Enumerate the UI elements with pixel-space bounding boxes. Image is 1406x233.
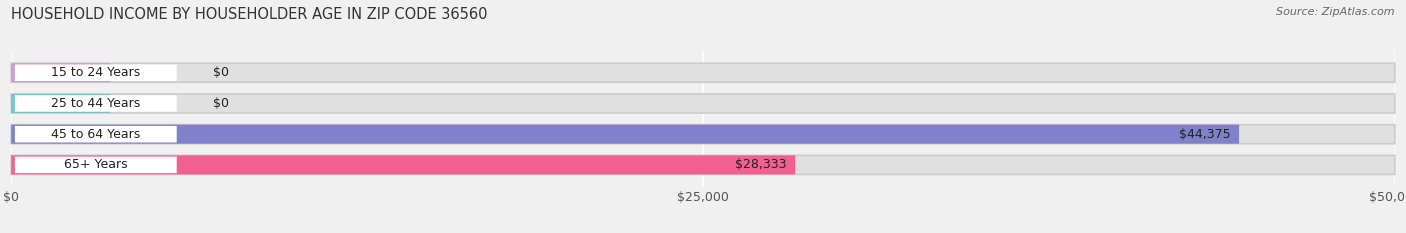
FancyBboxPatch shape [11, 155, 1395, 175]
Text: $28,333: $28,333 [735, 158, 787, 171]
Text: 25 to 44 Years: 25 to 44 Years [51, 97, 141, 110]
FancyBboxPatch shape [11, 63, 1395, 82]
FancyBboxPatch shape [15, 157, 177, 173]
FancyBboxPatch shape [15, 126, 177, 142]
Text: $0: $0 [214, 97, 229, 110]
FancyBboxPatch shape [11, 125, 1395, 144]
FancyBboxPatch shape [11, 63, 110, 82]
Text: $0: $0 [214, 66, 229, 79]
FancyBboxPatch shape [11, 94, 1395, 113]
Text: 45 to 64 Years: 45 to 64 Years [51, 128, 141, 141]
Text: 65+ Years: 65+ Years [63, 158, 128, 171]
FancyBboxPatch shape [15, 95, 177, 112]
Text: Source: ZipAtlas.com: Source: ZipAtlas.com [1277, 7, 1395, 17]
FancyBboxPatch shape [11, 94, 110, 113]
FancyBboxPatch shape [11, 155, 796, 175]
FancyBboxPatch shape [11, 125, 1239, 144]
FancyBboxPatch shape [15, 65, 177, 81]
Text: 15 to 24 Years: 15 to 24 Years [51, 66, 141, 79]
Text: $44,375: $44,375 [1180, 128, 1230, 141]
Text: HOUSEHOLD INCOME BY HOUSEHOLDER AGE IN ZIP CODE 36560: HOUSEHOLD INCOME BY HOUSEHOLDER AGE IN Z… [11, 7, 488, 22]
